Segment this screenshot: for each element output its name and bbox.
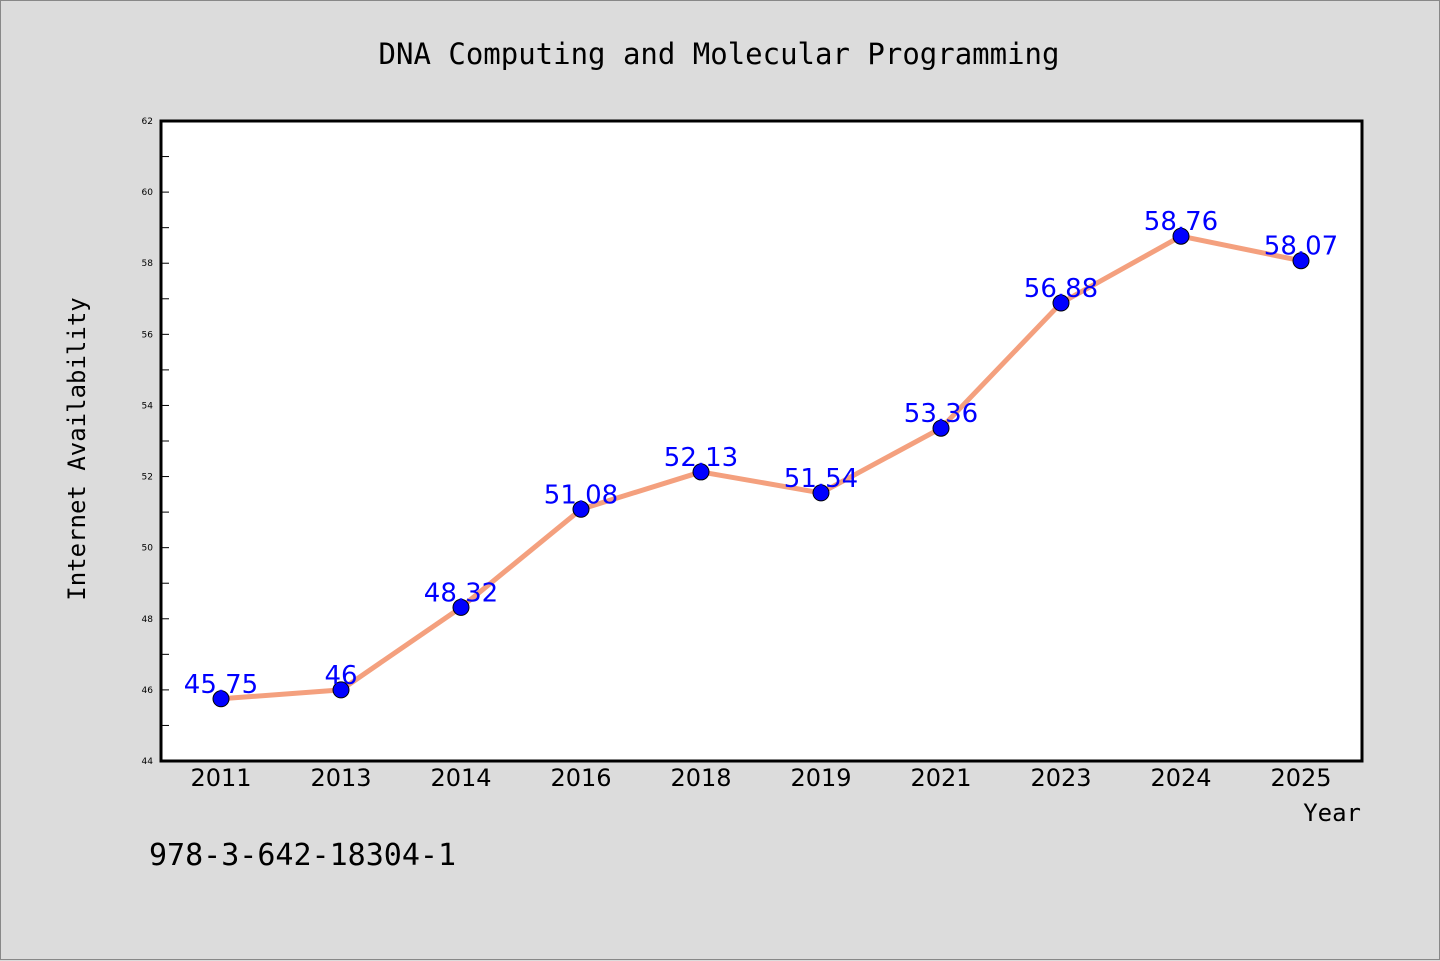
y-tick-label: 46 <box>142 686 154 696</box>
data-point <box>212 690 230 708</box>
data-point <box>572 500 590 518</box>
data-label: 51.08 <box>544 480 618 510</box>
y-tick-label: 52 <box>142 473 153 483</box>
y-tick-label: 54 <box>142 401 154 411</box>
x-axis-ticks: 2011 2013 2014 2016 2018 2019 2021 2023 2024 2025 <box>190 764 1331 792</box>
y-tick-label: 50 <box>142 544 154 554</box>
chart-title: DNA Computing and Molecular Programming <box>379 37 1060 71</box>
y-tick-label: 58 <box>142 259 154 269</box>
data-point <box>692 463 710 481</box>
x-tick-label: 2021 <box>910 764 971 792</box>
x-tick-label: 2018 <box>670 764 731 792</box>
data-point <box>332 681 350 699</box>
data-point <box>452 598 470 616</box>
isbn-annotation: 978-3-642-18304-1 <box>149 838 456 873</box>
plot-border <box>159 119 1364 763</box>
data-label: 53.36 <box>904 399 978 429</box>
y-tick-label: 60 <box>142 188 154 198</box>
data-label: 46 <box>324 661 357 691</box>
y-tick-label: 44 <box>142 757 154 767</box>
data-point <box>1052 294 1070 312</box>
data-point <box>812 484 830 502</box>
x-tick-label: 2016 <box>550 764 611 792</box>
y-tick-label: 56 <box>142 330 154 340</box>
x-tick-label: 2014 <box>430 764 491 792</box>
series-line <box>218 233 1304 702</box>
data-label: 52.13 <box>664 443 738 473</box>
plot-area <box>161 121 1362 761</box>
y-tick-label: 62 <box>142 117 153 127</box>
x-tick-label: 2013 <box>310 764 371 792</box>
y-axis-title: Internet Availability <box>63 297 91 600</box>
x-tick-label: 2024 <box>1150 764 1211 792</box>
x-axis-title: Year <box>1303 799 1361 827</box>
data-label: 51.54 <box>784 464 858 494</box>
data-point <box>1292 252 1310 270</box>
data-label: 58.07 <box>1264 232 1338 262</box>
data-label: 45.75 <box>184 670 258 700</box>
x-tick-label: 2023 <box>1030 764 1091 792</box>
data-label: 48.32 <box>424 578 498 608</box>
data-label: 56.88 <box>1024 274 1098 304</box>
data-label: 58.76 <box>1144 207 1218 237</box>
data-point <box>932 419 950 437</box>
x-tick-label: 2019 <box>790 764 851 792</box>
x-tick-label: 2011 <box>190 764 251 792</box>
y-tick-label: 48 <box>142 615 154 625</box>
data-point <box>1172 227 1190 245</box>
x-tick-label: 2025 <box>1270 764 1331 792</box>
series-layer: 45.75 46 48.32 51.08 52.13 51.54 53.36 56.88 58.… <box>184 207 1338 708</box>
